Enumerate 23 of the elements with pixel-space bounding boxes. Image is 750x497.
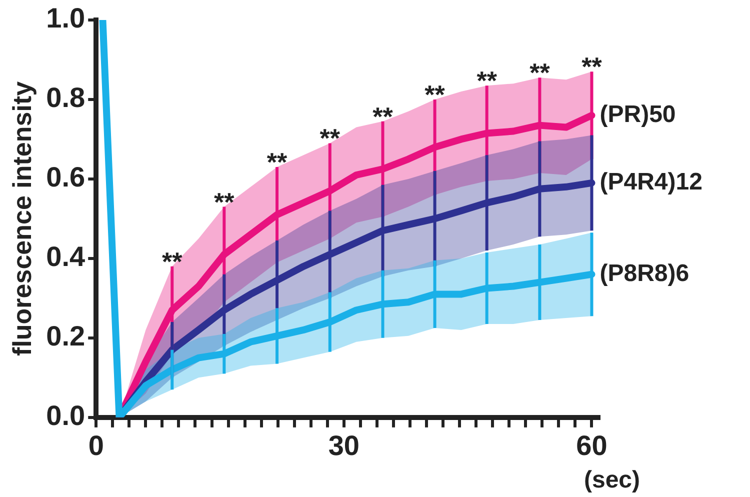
series-label: (P4R4)12: [600, 168, 702, 196]
x-tick-label: 0: [88, 430, 104, 461]
y-axis-title: fluorescence intensity: [6, 80, 37, 356]
y-tick-label: 0.4: [46, 241, 86, 272]
annotation: **: [214, 186, 236, 217]
y-tick-label: 0.2: [46, 320, 86, 352]
x-tick-label: 30: [328, 430, 360, 461]
annotation: **: [372, 101, 394, 132]
y-tick-label: 0.8: [46, 82, 86, 114]
annotation: **: [162, 246, 184, 276]
annotation: **: [530, 58, 551, 88]
series-label: (PR)50: [600, 101, 676, 128]
annotation: **: [582, 52, 603, 82]
annotation: **: [476, 66, 498, 96]
y-tick-label: 0.0: [46, 400, 86, 432]
y-tick-label: 1.0: [46, 2, 86, 34]
y-tick-label: 0.6: [46, 162, 86, 193]
x-tick-label: 60: [576, 430, 608, 461]
annotation: **: [266, 147, 288, 178]
x-axis-title: (sec): [584, 466, 640, 494]
annotation: **: [424, 79, 446, 110]
annotation: **: [320, 123, 341, 154]
series-label: (P8R8)6: [600, 260, 690, 287]
